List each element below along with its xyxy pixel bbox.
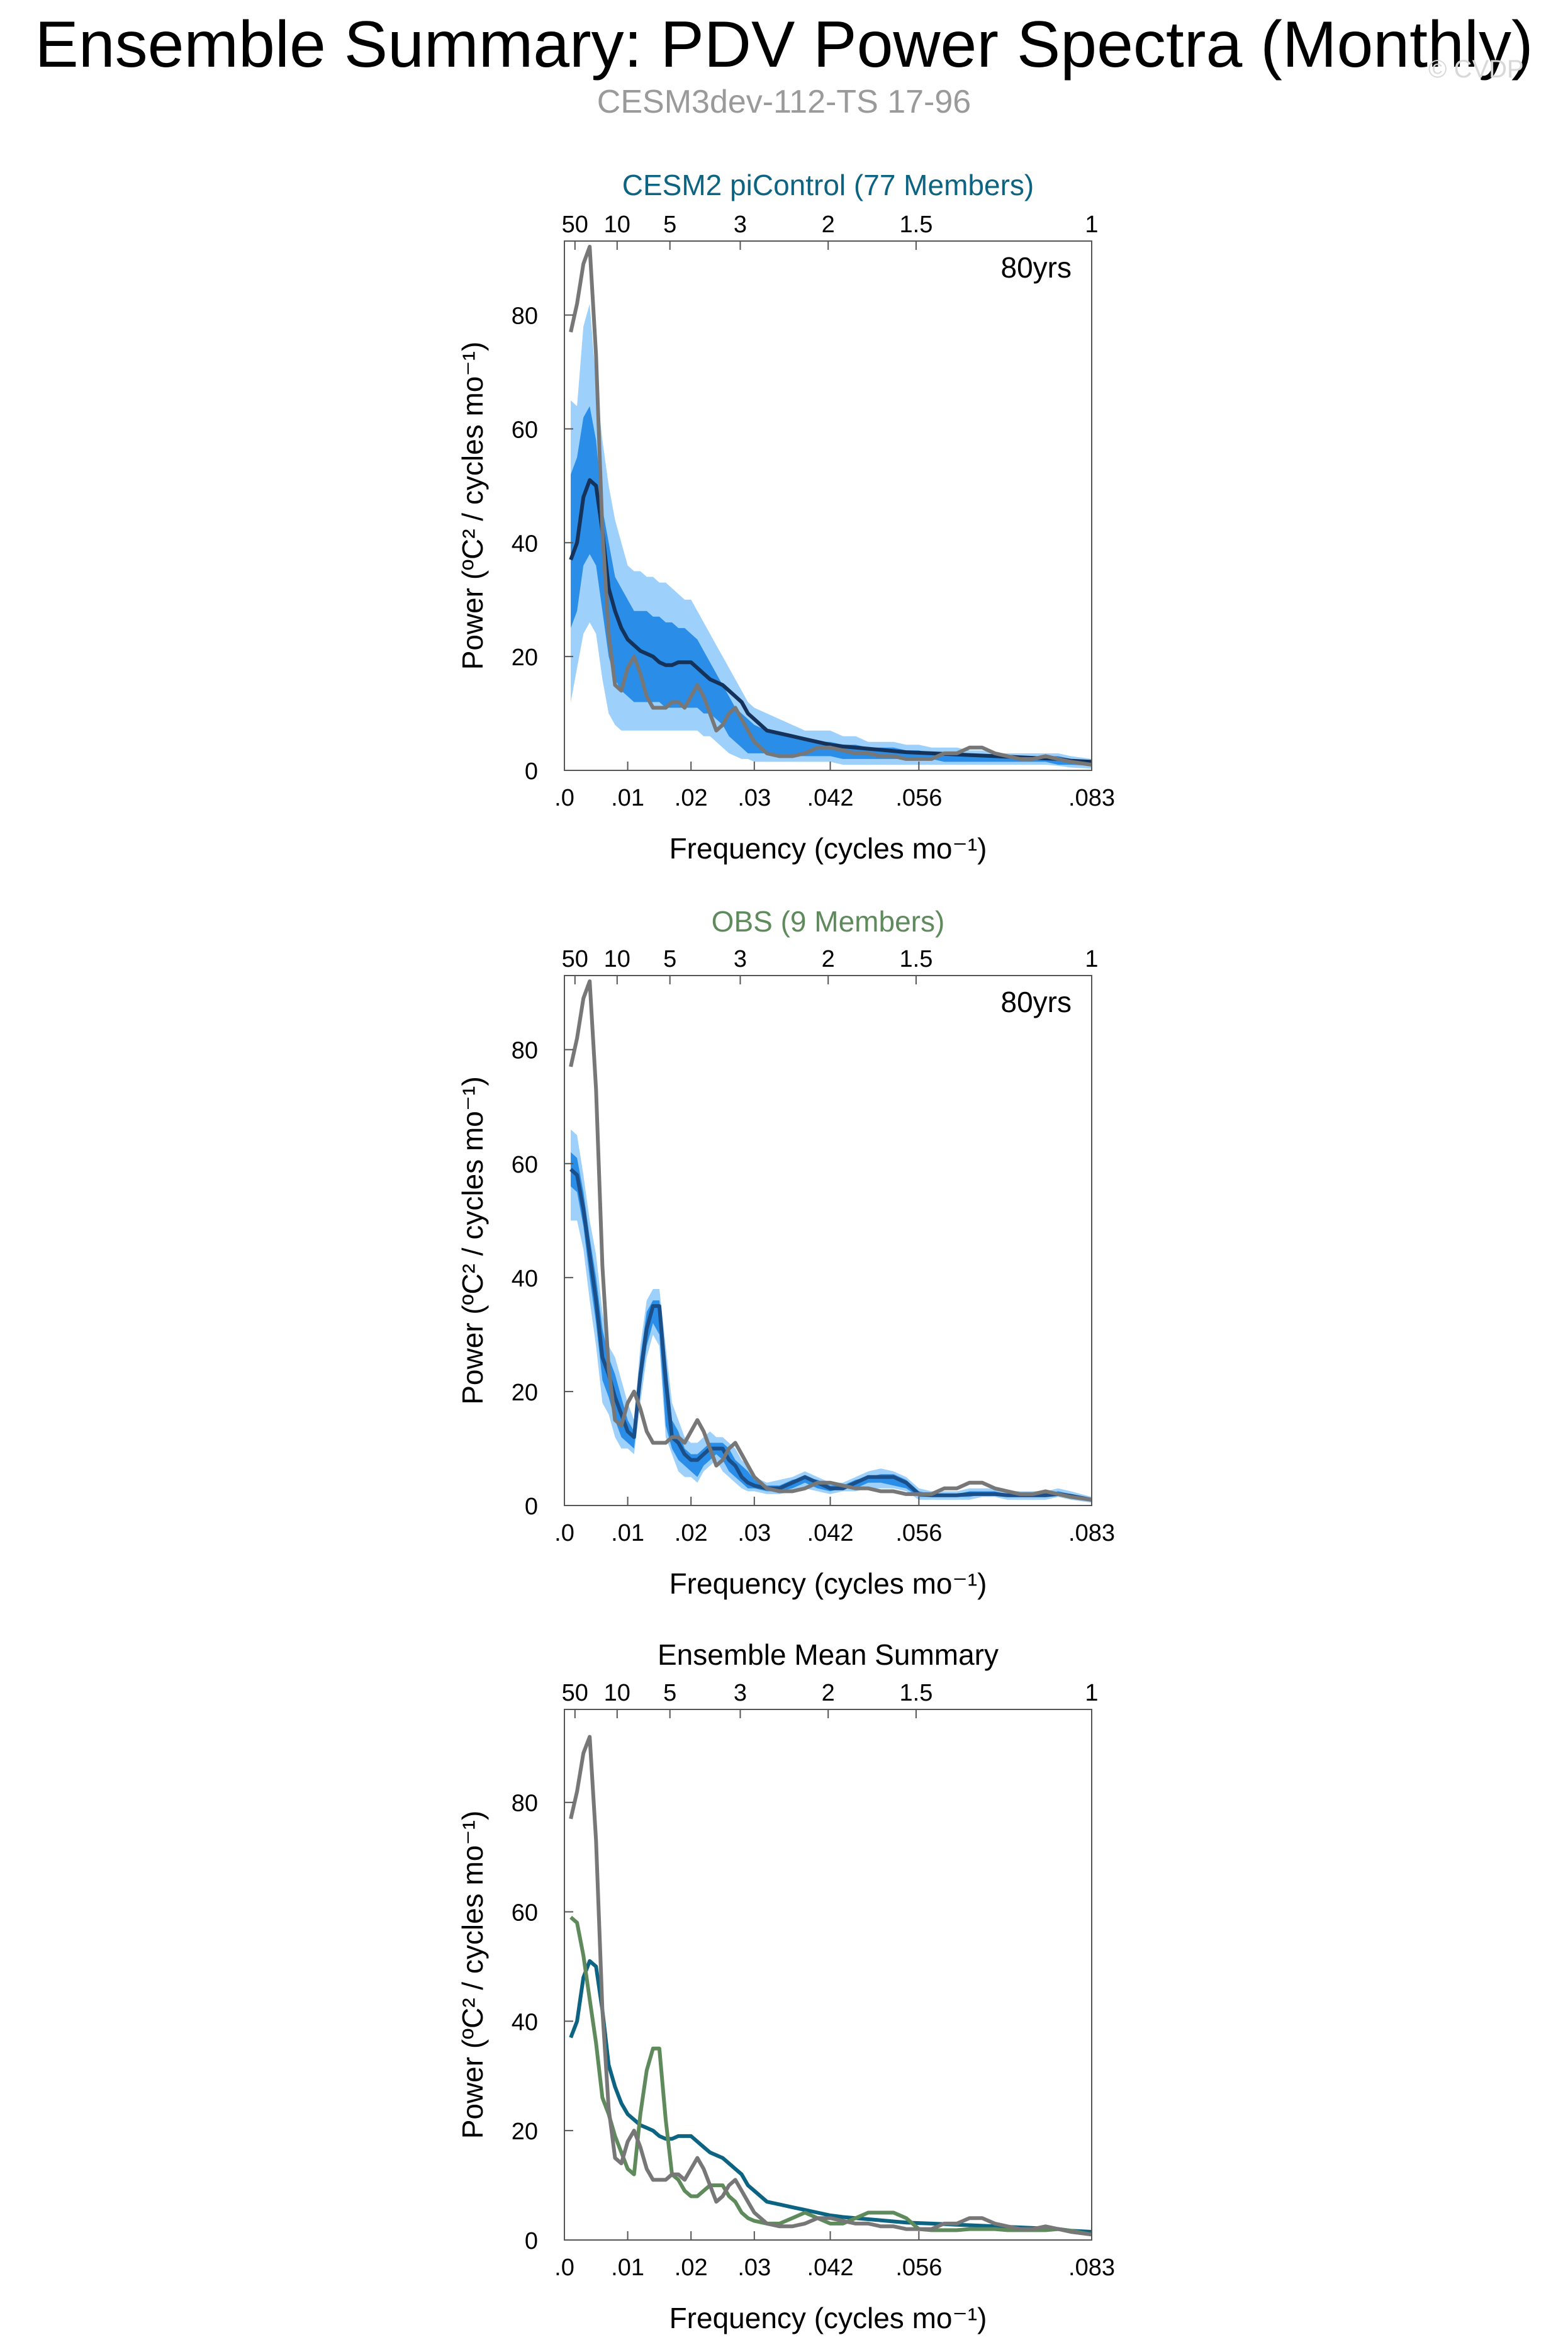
spread-band-inner — [571, 406, 1092, 766]
x-tick-label: .083 — [1068, 1520, 1115, 1546]
x-tick-label: .03 — [737, 785, 771, 811]
y-tick-label: 80 — [512, 303, 538, 330]
y-axis-label: Power (ºC² / cycles mo⁻¹) — [456, 1076, 489, 1405]
chart-annotation: 80yrs — [1001, 251, 1072, 284]
watermark: © CVDP — [1428, 55, 1524, 83]
x-tick-label: .03 — [737, 1520, 771, 1546]
y-tick-label: 40 — [512, 1266, 538, 1292]
top-period-label: 1.5 — [900, 946, 933, 972]
top-period-label: 1.5 — [900, 1680, 933, 1706]
x-tick-label: .0 — [554, 2254, 574, 2281]
plot-area — [569, 1735, 1092, 2237]
page-subtitle: CESM3dev-112-TS 17-96 — [596, 84, 972, 120]
top-period-label: 50 — [562, 946, 588, 972]
y-tick-label: 20 — [512, 1380, 538, 1406]
y-tick-label: 0 — [525, 2228, 538, 2254]
x-tick-label: .056 — [895, 785, 942, 811]
chart-title: Ensemble Mean Summary — [658, 1638, 999, 1671]
reference-series-line — [569, 245, 1092, 767]
top-period-label: 2 — [822, 1680, 835, 1706]
y-tick-label: 60 — [512, 1152, 538, 1178]
plot-area — [569, 245, 1092, 769]
x-axis-label: Frequency (cycles mo⁻¹) — [669, 1567, 987, 1600]
x-tick-label: .0 — [554, 785, 574, 811]
y-tick-label: 80 — [512, 1038, 538, 1064]
model-mean-line — [569, 1959, 1092, 2234]
x-tick-label: .042 — [807, 1520, 854, 1546]
x-tick-label: .056 — [895, 1520, 942, 1546]
chart-title: OBS (9 Members) — [712, 905, 945, 938]
y-tick-label: 0 — [525, 758, 538, 785]
x-tick-label: .01 — [611, 785, 644, 811]
y-axis-label: Power (ºC² / cycles mo⁻¹) — [456, 342, 489, 670]
ensemble-mean-line — [569, 478, 1092, 764]
x-tick-label: .056 — [895, 2254, 942, 2281]
y-tick-label: 40 — [512, 2009, 538, 2035]
reference-series-line — [569, 1735, 1092, 2237]
x-tick-label: .02 — [675, 785, 708, 811]
top-period-label: 1 — [1085, 211, 1098, 238]
x-tick-label: .02 — [675, 1520, 708, 1546]
ensemble-mean-line — [569, 1168, 1092, 1502]
top-period-label: 3 — [734, 946, 747, 972]
x-tick-label: .02 — [675, 2254, 708, 2281]
top-period-label: 1 — [1085, 1680, 1098, 1706]
reference-series-line — [569, 979, 1092, 1502]
y-tick-label: 0 — [525, 1494, 538, 1520]
top-period-label: 2 — [822, 211, 835, 238]
top-period-label: 5 — [663, 1680, 676, 1706]
x-tick-label: .083 — [1068, 2254, 1115, 2281]
x-tick-label: .03 — [737, 2254, 771, 2281]
y-tick-label: 60 — [512, 417, 538, 443]
top-period-label: 50 — [562, 211, 588, 238]
top-period-label: 1 — [1085, 946, 1098, 972]
top-period-label: 10 — [604, 1680, 630, 1706]
chart-title: CESM2 piControl (77 Members) — [622, 169, 1034, 201]
x-tick-label: .0 — [554, 1520, 574, 1546]
y-tick-label: 20 — [512, 644, 538, 671]
plot-area — [569, 979, 1092, 1503]
obs-mean-line — [569, 1915, 1092, 2237]
y-axis-label: Power (ºC² / cycles mo⁻¹) — [456, 1811, 489, 2139]
top-period-label: 50 — [562, 1680, 588, 1706]
y-tick-label: 40 — [512, 531, 538, 557]
x-tick-label: .01 — [611, 1520, 644, 1546]
x-tick-label: .01 — [611, 2254, 644, 2281]
y-tick-label: 60 — [512, 1900, 538, 1927]
top-period-label: 1.5 — [900, 211, 933, 238]
x-axis-label: Frequency (cycles mo⁻¹) — [669, 2302, 987, 2334]
top-period-label: 10 — [604, 211, 630, 238]
x-axis-label: Frequency (cycles mo⁻¹) — [669, 832, 987, 865]
top-period-label: 3 — [734, 1680, 747, 1706]
x-tick-label: .083 — [1068, 785, 1115, 811]
top-period-label: 3 — [734, 211, 747, 238]
top-period-label: 2 — [822, 946, 835, 972]
chart-annotation: 80yrs — [1001, 986, 1072, 1018]
page-title: Ensemble Summary: PDV Power Spectra (Mon… — [35, 8, 1533, 81]
top-period-label: 5 — [663, 946, 676, 972]
x-tick-label: .042 — [807, 2254, 854, 2281]
top-period-label: 5 — [663, 211, 676, 238]
x-tick-label: .042 — [807, 785, 854, 811]
y-tick-label: 80 — [512, 1791, 538, 1817]
top-period-label: 10 — [604, 946, 630, 972]
y-tick-label: 20 — [512, 2119, 538, 2145]
